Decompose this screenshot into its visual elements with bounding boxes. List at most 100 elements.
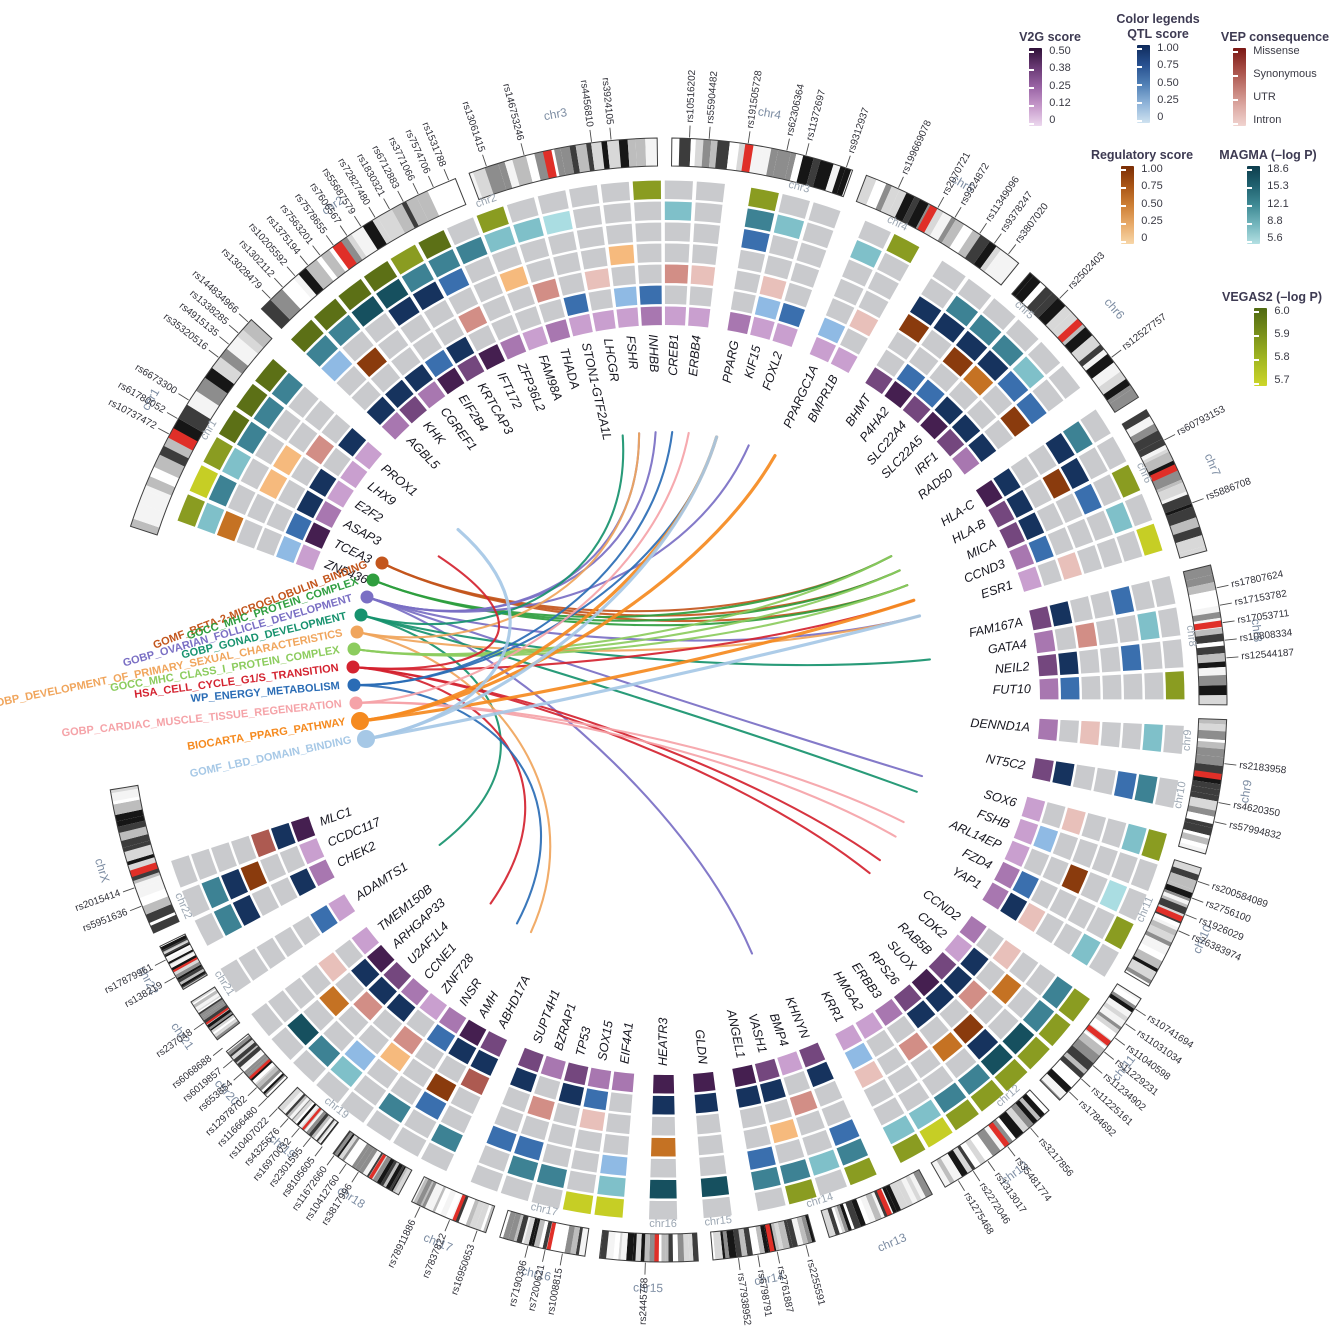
- chromosome-band: [851, 1198, 866, 1227]
- chromosome-band: [1185, 574, 1215, 588]
- chromosome-outline: [1011, 271, 1140, 413]
- chromosome-band: [1089, 1017, 1117, 1041]
- chromosome-band: [1133, 430, 1163, 452]
- chromosome-band: [376, 1158, 395, 1185]
- snp-tick: [1191, 897, 1204, 903]
- heatmap-cell: [314, 499, 343, 530]
- chromosome-outline: [277, 1086, 340, 1146]
- chromosome-band: [1191, 605, 1221, 617]
- chromosome-band: [957, 230, 981, 259]
- gene-label: ANGEL1: [724, 1007, 748, 1059]
- heatmap-cell: [944, 294, 980, 328]
- snp-tick: [193, 1022, 205, 1031]
- heatmap-cell: [1071, 763, 1097, 792]
- heatmap-cell: [304, 333, 340, 369]
- ideogram-chr5: [855, 174, 1020, 286]
- heatmap-cell: [220, 446, 253, 482]
- heatmap-cell: [336, 277, 373, 312]
- heatmap-cell: [981, 296, 1018, 332]
- snp-tick: [1226, 656, 1239, 659]
- heatmap-cell: [288, 866, 318, 898]
- heatmap-cell: [1066, 896, 1098, 931]
- heatmap-cell: [1112, 769, 1138, 801]
- gene-label: FUT10: [992, 682, 1031, 697]
- chromosome-band: [127, 857, 157, 872]
- heatmap-cell: [300, 963, 333, 997]
- heatmap-cell: [444, 335, 476, 366]
- snp-label: rs191505728: [745, 69, 765, 129]
- chromosome-band: [559, 1224, 570, 1253]
- chromosome-band: [1055, 1059, 1081, 1084]
- snp-tick: [1007, 1146, 1016, 1157]
- chromosome-band: [1107, 384, 1133, 404]
- gene-label: VASH1: [745, 1012, 769, 1055]
- snp-tick: [158, 427, 170, 435]
- heatmap-cell: [1011, 869, 1041, 901]
- heatmap-cell: [541, 209, 574, 236]
- heatmap-cell: [312, 297, 349, 333]
- chromosome-band: [163, 940, 189, 955]
- chromosome-band: [936, 1157, 955, 1185]
- pathway-chord: [351, 665, 881, 862]
- chromosome-outline: [598, 1229, 699, 1263]
- chromosome-band: [760, 1224, 770, 1254]
- heatmap-cell: [843, 1041, 875, 1071]
- heatmap-cell: [1059, 456, 1091, 491]
- gene-label: MLC1: [318, 804, 354, 828]
- heatmap-cell: [250, 884, 281, 918]
- chromosome-band: [523, 1216, 536, 1246]
- pathway-chord: [355, 630, 552, 934]
- gene-label: SOX15: [595, 1020, 616, 1062]
- heatmap-cell: [1109, 584, 1136, 616]
- snp-tick: [1059, 289, 1069, 299]
- heatmap-cell: [747, 186, 781, 213]
- heatmap-cell: [219, 957, 253, 995]
- heatmap-cell: [169, 854, 200, 889]
- chromosome-band: [416, 190, 440, 222]
- heatmap-cell: [335, 364, 369, 398]
- snp-tick: [212, 1047, 223, 1056]
- heatmap-cell: [602, 201, 633, 225]
- chromosome-band: [198, 997, 223, 1015]
- heatmap-cell: [472, 274, 505, 304]
- heatmap-cell: [378, 1040, 412, 1073]
- pathway-chord: [364, 435, 719, 741]
- heatmap-cell: [1156, 606, 1182, 639]
- chromosome-band: [908, 1172, 927, 1200]
- chromosome-band: [1015, 1099, 1038, 1125]
- heatmap-cell: [635, 242, 663, 264]
- gene-label: ABHD17A: [495, 973, 533, 1031]
- chromosome-band: [1108, 993, 1135, 1013]
- chromosome-band: [229, 1037, 253, 1058]
- chromosome-band: [114, 809, 144, 822]
- heatmap-cell: [258, 852, 288, 884]
- heatmap-cell: [362, 259, 399, 294]
- pathway-dot: [375, 556, 389, 570]
- heatmap-group-chr14: chr14: [731, 1041, 878, 1213]
- snp-tick: [122, 887, 135, 893]
- snp-tick: [757, 1255, 761, 1268]
- heatmap-cell: [1071, 837, 1100, 870]
- heatmap-cell: [932, 311, 967, 345]
- heatmap-cell: [307, 467, 338, 499]
- chromosome-band: [383, 1161, 400, 1188]
- heatmap-cell: [1075, 543, 1104, 576]
- heatmap-cell: [399, 312, 433, 345]
- heatmap-cell: [663, 305, 688, 327]
- snp-label: rs199669078: [900, 118, 934, 176]
- chromosome-label: chr4: [757, 104, 783, 122]
- chromosome-band: [1140, 444, 1168, 462]
- chromosome-band: [1146, 924, 1176, 943]
- chromosome-band: [969, 1133, 994, 1162]
- snp-tick: [1185, 914, 1197, 920]
- chromosome-band: [432, 1186, 447, 1213]
- heatmap-cell: [235, 420, 269, 456]
- heatmap-cell: [801, 1128, 834, 1157]
- heatmap-cell: [1094, 617, 1120, 647]
- chromosome-band: [293, 274, 317, 300]
- snp-tick: [299, 255, 308, 266]
- chromosome-band: [862, 1194, 876, 1223]
- heatmap-cell: [1089, 589, 1115, 620]
- heatmap-cell: [278, 844, 307, 875]
- chromosome-band: [265, 1075, 288, 1098]
